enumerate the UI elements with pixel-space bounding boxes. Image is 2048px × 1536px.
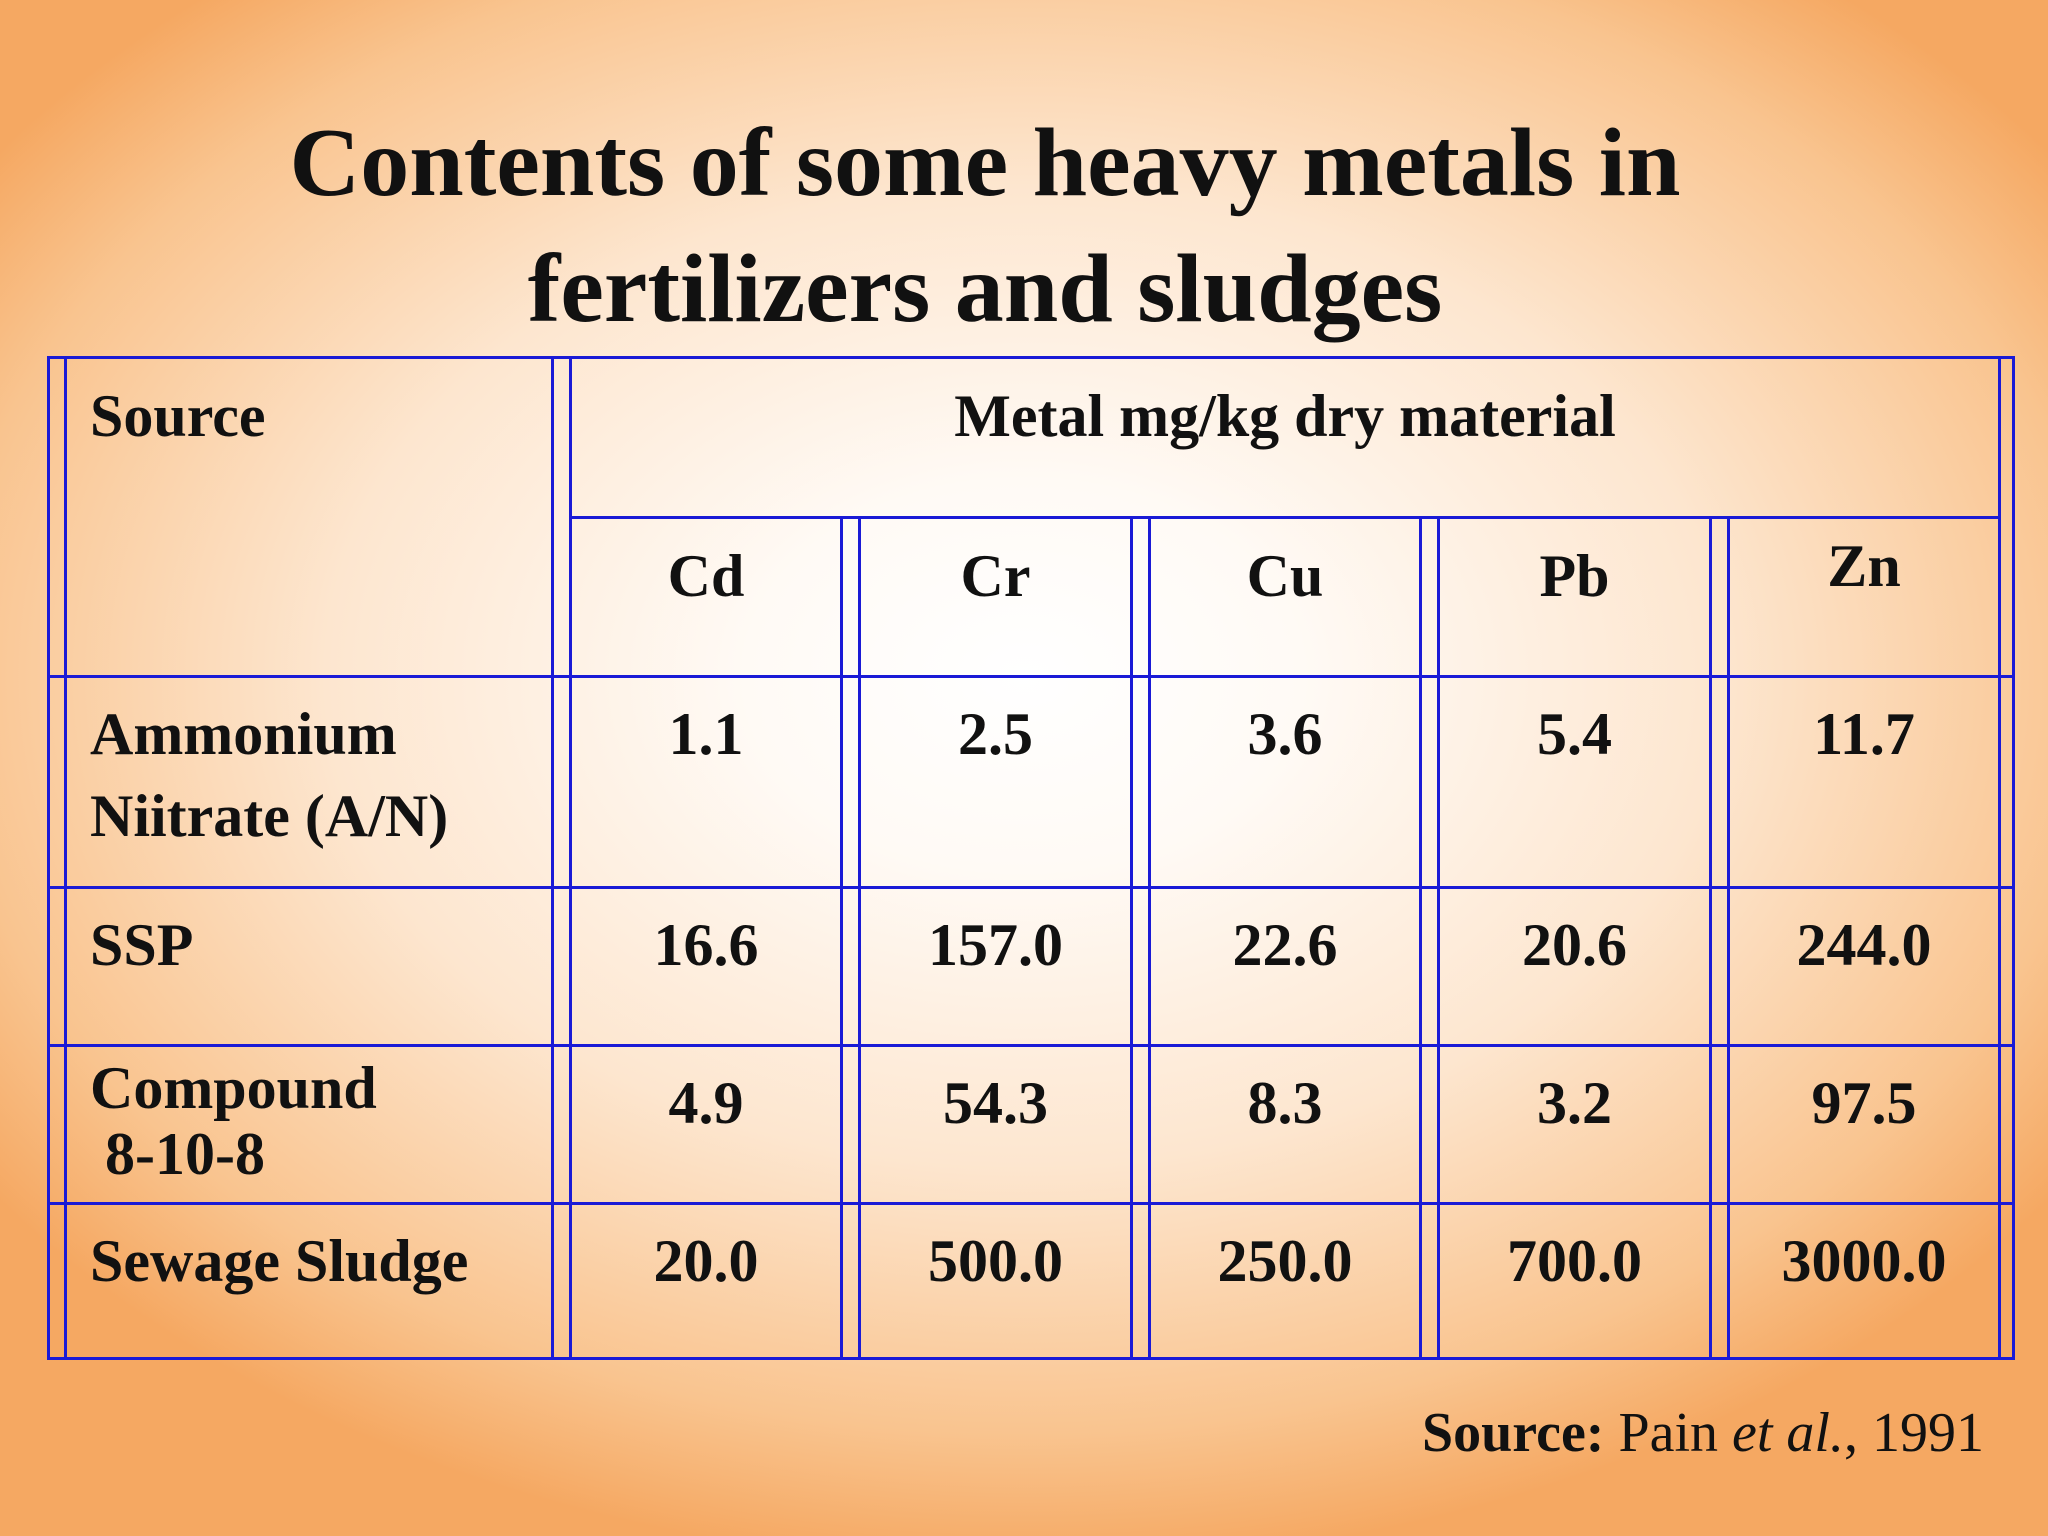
row-source-label: 8-10-8 xyxy=(90,1121,265,1187)
table-cell: 1.1 xyxy=(668,701,744,767)
column-header-cd: Cd xyxy=(667,543,745,609)
column-header-cu: Cu xyxy=(1246,543,1324,609)
table-cell: 700.0 xyxy=(1507,1228,1642,1294)
table-cell: 22.6 xyxy=(1232,912,1338,978)
citation-author: Pain xyxy=(1604,1402,1733,1464)
grid-line xyxy=(1998,359,2001,1357)
slide-title-line-2: fertilizers and sludges xyxy=(527,235,1443,343)
table-cell: 16.6 xyxy=(653,912,759,978)
row-source-label: Compound xyxy=(90,1055,377,1121)
table-cell: 20.0 xyxy=(653,1228,759,1294)
grid-line xyxy=(1709,516,1712,1357)
grid-line xyxy=(569,359,572,1357)
column-header-cr: Cr xyxy=(960,543,1031,609)
grid-line xyxy=(1727,516,1730,1357)
grid-line xyxy=(50,1044,2012,1047)
grid-line xyxy=(64,359,67,1357)
slide-title: Contents of some heavy metals in fertili… xyxy=(0,100,1970,352)
table-cell: 54.3 xyxy=(943,1070,1048,1136)
metals-table: Source Metal mg/kg dry material Cd Cr Cu… xyxy=(47,356,2015,1360)
table-cell: 500.0 xyxy=(928,1228,1063,1294)
table-cell: 3.6 xyxy=(1247,701,1323,767)
citation: Source: Pain et al., 1991 xyxy=(1422,1398,1984,1468)
table-cell: 5.4 xyxy=(1537,701,1612,767)
table-cell: 3.2 xyxy=(1537,1070,1612,1136)
row-source-label: Ammonium xyxy=(90,701,397,767)
table-cell: 250.0 xyxy=(1217,1228,1353,1294)
row-source-label: Sewage Sludge xyxy=(90,1228,469,1294)
grid-line xyxy=(1437,516,1440,1357)
slide-title-line-1: Contents of some heavy metals in xyxy=(289,109,1681,217)
citation-year: , 1991 xyxy=(1844,1402,1984,1464)
table-cell: 2.5 xyxy=(958,701,1033,767)
grid-line xyxy=(858,516,861,1357)
grid-line xyxy=(1419,516,1422,1357)
source-column-header: Source xyxy=(90,383,266,449)
citation-label: Source: xyxy=(1421,1402,1605,1464)
table-cell: 3000.0 xyxy=(1781,1228,1947,1294)
column-header-pb: Pb xyxy=(1539,543,1610,609)
grid-line xyxy=(50,1202,2012,1205)
grid-line xyxy=(840,516,843,1357)
citation-etal: et al. xyxy=(1732,1402,1844,1464)
row-source-label: SSP xyxy=(90,912,194,978)
grid-line xyxy=(1148,516,1151,1357)
grid-line xyxy=(50,675,2012,678)
table-cell: 20.6 xyxy=(1522,912,1627,978)
table-cell: 11.7 xyxy=(1813,701,1915,767)
row-source-label: Niitrate (A/N) xyxy=(90,783,449,849)
table-cell: 97.5 xyxy=(1811,1070,1917,1136)
grid-line xyxy=(50,886,2012,889)
metal-group-header: Metal mg/kg dry material xyxy=(954,383,1616,449)
column-header-zn: Zn xyxy=(1827,533,1901,599)
table-cell: 4.9 xyxy=(668,1070,744,1136)
table-cell: 8.3 xyxy=(1247,1070,1323,1136)
grid-line xyxy=(570,516,1998,519)
grid-line xyxy=(551,359,554,1357)
grid-line xyxy=(1130,516,1133,1357)
table-cell: 244.0 xyxy=(1796,912,1932,978)
table-cell: 157.0 xyxy=(928,912,1063,978)
